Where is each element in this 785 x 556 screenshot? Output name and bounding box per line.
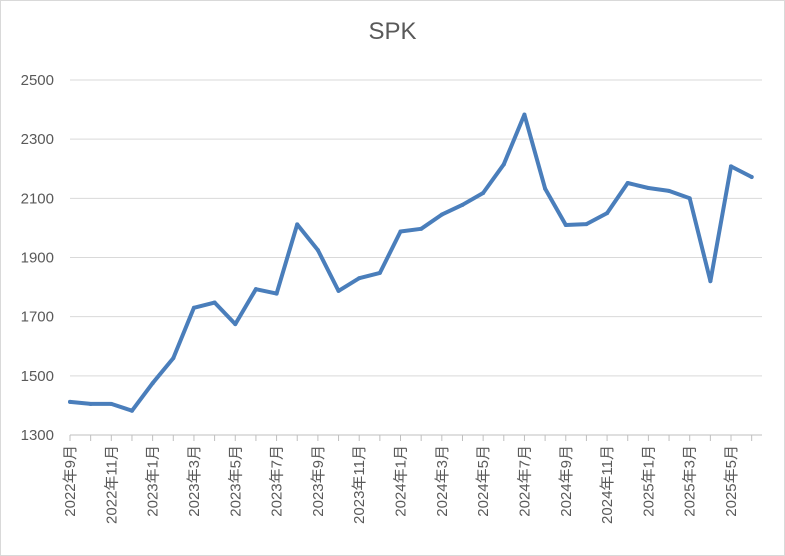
x-tick-label: 2024年5月	[475, 445, 492, 517]
y-axis-labels: 1300 1500 1700 1900 2100 2300 2500	[21, 72, 54, 444]
data-point	[336, 288, 341, 293]
data-point	[398, 229, 403, 234]
data-point	[150, 381, 155, 386]
data-point	[625, 180, 630, 185]
data-point	[481, 191, 486, 196]
data-point	[233, 322, 238, 327]
data-point	[253, 287, 258, 292]
data-point	[377, 270, 382, 275]
data-point	[708, 279, 713, 284]
x-tick-label: 2023年5月	[227, 445, 244, 517]
x-tick-label: 2024年7月	[516, 445, 533, 517]
x-tick-label: 2024年3月	[434, 445, 451, 517]
x-tick-label: 2025年5月	[723, 445, 740, 517]
data-point	[129, 408, 134, 413]
data-point	[605, 211, 610, 216]
data-point	[460, 202, 465, 207]
x-tick-label: 2024年1月	[393, 445, 410, 517]
x-tick-label: 2022年9月	[62, 445, 79, 517]
y-tick-label: 1300	[21, 427, 54, 444]
series-layer	[68, 112, 754, 413]
gridlines	[70, 79, 762, 377]
x-axis-labels: 2022年9月 2022年11月 2023年1月 2023年3月 2023年5月 2023…	[62, 445, 740, 524]
y-tick-label: 2100	[21, 190, 54, 207]
data-point	[563, 222, 568, 227]
data-point	[687, 196, 692, 201]
data-point	[212, 300, 217, 305]
x-tick-label: 2023年1月	[145, 445, 162, 517]
x-tick-label: 2023年3月	[186, 445, 203, 517]
x-tick-label: 2023年7月	[269, 445, 286, 517]
data-point	[543, 186, 548, 191]
series-line	[68, 112, 754, 413]
y-tick-label: 1500	[21, 368, 54, 385]
x-tick-label: 2025年1月	[640, 445, 657, 517]
data-point	[501, 162, 506, 167]
data-point	[109, 401, 114, 406]
data-point	[315, 248, 320, 253]
data-point	[88, 401, 93, 406]
y-tick-label: 1900	[21, 250, 54, 267]
data-point	[357, 276, 362, 281]
x-tick-label: 2024年9月	[558, 445, 575, 517]
data-point	[439, 212, 444, 217]
chart-title: SPK	[368, 18, 417, 45]
data-point	[522, 112, 527, 117]
data-point	[419, 226, 424, 231]
data-point	[295, 222, 300, 227]
data-point	[68, 399, 72, 404]
data-point	[646, 185, 651, 190]
x-tick-label: 2023年11月	[351, 445, 368, 524]
y-tick-label: 2300	[21, 131, 54, 148]
data-point	[191, 305, 196, 310]
x-tick-label: 2023年9月	[310, 445, 327, 517]
data-point	[274, 291, 279, 296]
y-tick-label: 2500	[21, 72, 54, 89]
y-tick-label: 1700	[21, 309, 54, 326]
x-tick-label: 2024年11月	[599, 445, 616, 524]
x-tick-label: 2022年11月	[103, 445, 120, 524]
x-axis	[69, 434, 762, 441]
x-tick-label: 2025年3月	[682, 445, 699, 517]
data-point	[749, 175, 754, 180]
data-point	[171, 356, 176, 361]
data-point	[729, 164, 734, 169]
data-point	[667, 188, 672, 193]
data-point	[584, 222, 589, 227]
